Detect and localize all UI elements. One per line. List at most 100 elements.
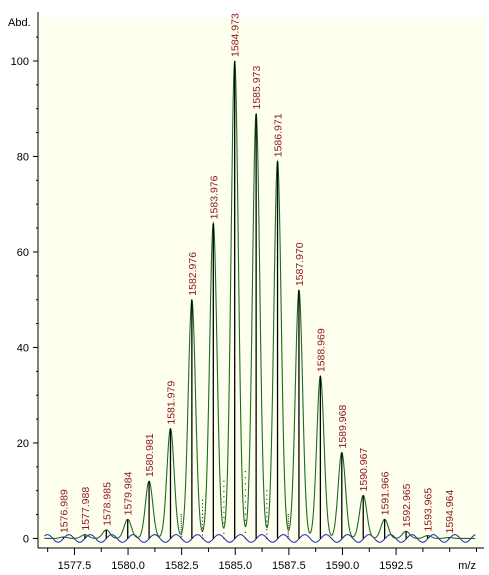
peak-label: 1592.965 (401, 483, 413, 527)
dotted-point (244, 537, 246, 540)
dotted-point (244, 519, 246, 521)
peak-label: 1576.989 (58, 489, 70, 533)
dotted-point (201, 534, 204, 536)
peak-label: 1577.988 (80, 487, 92, 531)
peak-label: 1587.970 (294, 242, 306, 286)
dotted-point (244, 507, 246, 509)
plot-area (38, 18, 484, 548)
dotted-point (223, 522, 225, 524)
dotted-point (223, 532, 225, 534)
peak-label: 1580.981 (144, 433, 156, 477)
dotted-point (180, 518, 182, 520)
dotted-point (180, 516, 182, 518)
dotted-point (287, 537, 289, 540)
peak-label: 1589.968 (337, 405, 349, 449)
dotted-point (180, 535, 182, 537)
dotted-point (201, 510, 204, 512)
dotted-point (266, 520, 268, 522)
dotted-point (266, 490, 268, 492)
dotted-point (223, 480, 225, 482)
dotted-point (287, 535, 289, 537)
peak-label: 1584.973 (230, 13, 242, 57)
dotted-point (244, 513, 246, 515)
dotted-point (201, 506, 204, 508)
dotted-point (201, 537, 204, 540)
peak-label: 1583.976 (208, 175, 220, 219)
dotted-point (223, 506, 225, 508)
dotted-point (287, 531, 289, 533)
dotted-point (201, 503, 204, 505)
dotted-point (201, 523, 204, 526)
peak-label: 1588.969 (315, 328, 327, 372)
peak-label: 1590.967 (358, 448, 370, 492)
y-tick-label: 60 (17, 247, 29, 259)
dotted-point (180, 529, 182, 531)
dotted-point (244, 483, 246, 485)
dotted-point (244, 495, 246, 497)
x-tick-label: 1582.5 (165, 560, 199, 572)
peak-label: 1585.973 (251, 66, 263, 110)
y-tick-label: 40 (17, 342, 29, 354)
x-tick-label: 1580.0 (111, 560, 145, 572)
dotted-point (223, 496, 225, 498)
dotted-point (180, 513, 182, 516)
dotted-point (180, 522, 182, 524)
x-tick-label: 1592.5 (379, 560, 413, 572)
x-tick-label: 1590.0 (326, 560, 360, 572)
y-tick-label: 0 (23, 533, 29, 545)
dotted-point (223, 490, 225, 493)
dotted-point (266, 503, 268, 505)
x-axis-label: m/z (458, 560, 476, 572)
y-tick-label: 20 (17, 438, 29, 450)
dotted-point (266, 494, 268, 496)
peak-label: 1591.966 (380, 471, 392, 515)
dotted-point (287, 533, 289, 535)
dotted-point (223, 501, 225, 503)
dotted-point (201, 499, 204, 501)
dotted-point (223, 511, 225, 514)
profile-line (44, 60, 476, 539)
peak-label: 1578.985 (101, 482, 113, 526)
peak-label: 1582.976 (187, 252, 199, 296)
dotted-point (180, 526, 182, 529)
peak-label: 1581.979 (165, 381, 177, 425)
peak-label: 1586.971 (273, 113, 285, 157)
dotted-point (287, 513, 289, 516)
dotted-point (244, 489, 246, 491)
dotted-point (266, 529, 268, 531)
dotted-point (266, 507, 268, 509)
peak-label: 1593.965 (422, 488, 434, 532)
dotted-point (223, 485, 225, 487)
dotted-point (180, 537, 182, 540)
dotted-point (266, 511, 268, 514)
dotted-point (287, 522, 289, 524)
dotted-point (287, 516, 289, 518)
data-layer: 1576.989 1577.988 1578.985 1579.984 1580.981… (44, 13, 476, 543)
dotted-point (266, 516, 268, 518)
axis-ticks: 0 20 40 60 80 100 1577.5 1580.0 1582.5 1585.0 1587… (11, 36, 477, 572)
dotted-point (287, 520, 289, 522)
axes (37, 12, 484, 549)
dotted-point (244, 471, 246, 473)
dotted-point (201, 520, 204, 522)
dotted-point (287, 518, 289, 520)
dotted-point (244, 477, 246, 479)
y-axis-label: Abd. (8, 17, 31, 29)
peak-label: 1579.984 (123, 471, 135, 515)
dotted-point (180, 524, 182, 527)
dotted-point (287, 524, 289, 527)
dotted-point (266, 498, 268, 500)
y-tick-label: 80 (17, 151, 29, 163)
dotted-point (180, 520, 182, 522)
dotted-point (244, 531, 246, 533)
dotted-point (201, 517, 204, 519)
residual-line (44, 534, 476, 543)
dotted-point (201, 513, 204, 515)
dotted-point (223, 517, 225, 519)
x-tick-label: 1577.5 (58, 560, 92, 572)
dotted-point (223, 537, 225, 540)
dotted-point (266, 537, 268, 540)
dotted-point (266, 533, 268, 535)
